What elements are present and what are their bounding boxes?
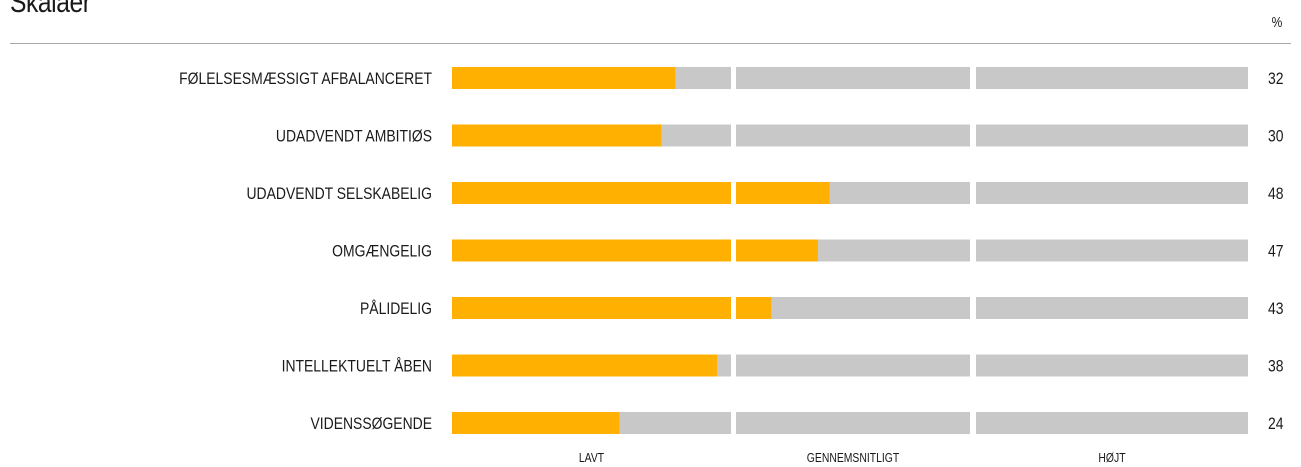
track-segment-gennemsnitligt bbox=[736, 67, 970, 89]
value-label: 43 bbox=[1268, 300, 1283, 319]
header-divider bbox=[10, 43, 1291, 44]
track-segment-højt bbox=[976, 67, 1248, 89]
value-label: 38 bbox=[1268, 357, 1283, 376]
value-bar bbox=[452, 297, 731, 319]
track-segment-højt bbox=[976, 124, 1248, 147]
value-label: 48 bbox=[1268, 185, 1283, 204]
value-bar bbox=[452, 412, 620, 434]
track-segment-højt bbox=[976, 297, 1248, 319]
row-label: VIDENSSØGENDE bbox=[310, 415, 432, 434]
zone-label: LAVT bbox=[579, 451, 604, 465]
value-bar bbox=[452, 354, 718, 377]
track-segment-højt bbox=[976, 354, 1248, 377]
unit-label: % bbox=[1271, 14, 1282, 31]
value-bar bbox=[736, 239, 818, 262]
track-segment-gennemsnitligt bbox=[736, 124, 970, 147]
track-segment-gennemsnitligt bbox=[736, 412, 970, 434]
value-bar bbox=[736, 297, 772, 319]
value-bar bbox=[452, 182, 731, 204]
track-segment-højt bbox=[976, 182, 1248, 204]
value-bar bbox=[452, 239, 731, 262]
zone-label: HØJT bbox=[1098, 451, 1125, 465]
row-label: FØLELSESMÆSSIGT AFBALANCERET bbox=[179, 70, 432, 89]
track-segment-højt bbox=[976, 412, 1248, 434]
zone-label: GENNEMSNITLIGT bbox=[807, 451, 899, 465]
row-label: UDADVENDT SELSKABELIG bbox=[246, 185, 432, 204]
value-label: 32 bbox=[1268, 70, 1283, 89]
value-bar bbox=[736, 182, 830, 204]
page-title: Skalaer bbox=[10, 0, 91, 19]
value-bar bbox=[452, 67, 676, 89]
row-label: PÅLIDELIG bbox=[360, 300, 432, 319]
value-bar bbox=[452, 124, 662, 147]
track-segment-højt bbox=[976, 239, 1248, 262]
value-label: 30 bbox=[1268, 127, 1284, 146]
row-label: OMGÆNGELIG bbox=[332, 242, 432, 261]
row-label: INTELLEKTUELT ÅBEN bbox=[282, 357, 432, 376]
value-label: 47 bbox=[1268, 242, 1283, 261]
track-segment-gennemsnitligt bbox=[736, 354, 970, 377]
row-label: UDADVENDT AMBITIØS bbox=[276, 127, 432, 146]
track-segment-gennemsnitligt bbox=[736, 297, 970, 319]
value-label: 24 bbox=[1268, 415, 1284, 434]
